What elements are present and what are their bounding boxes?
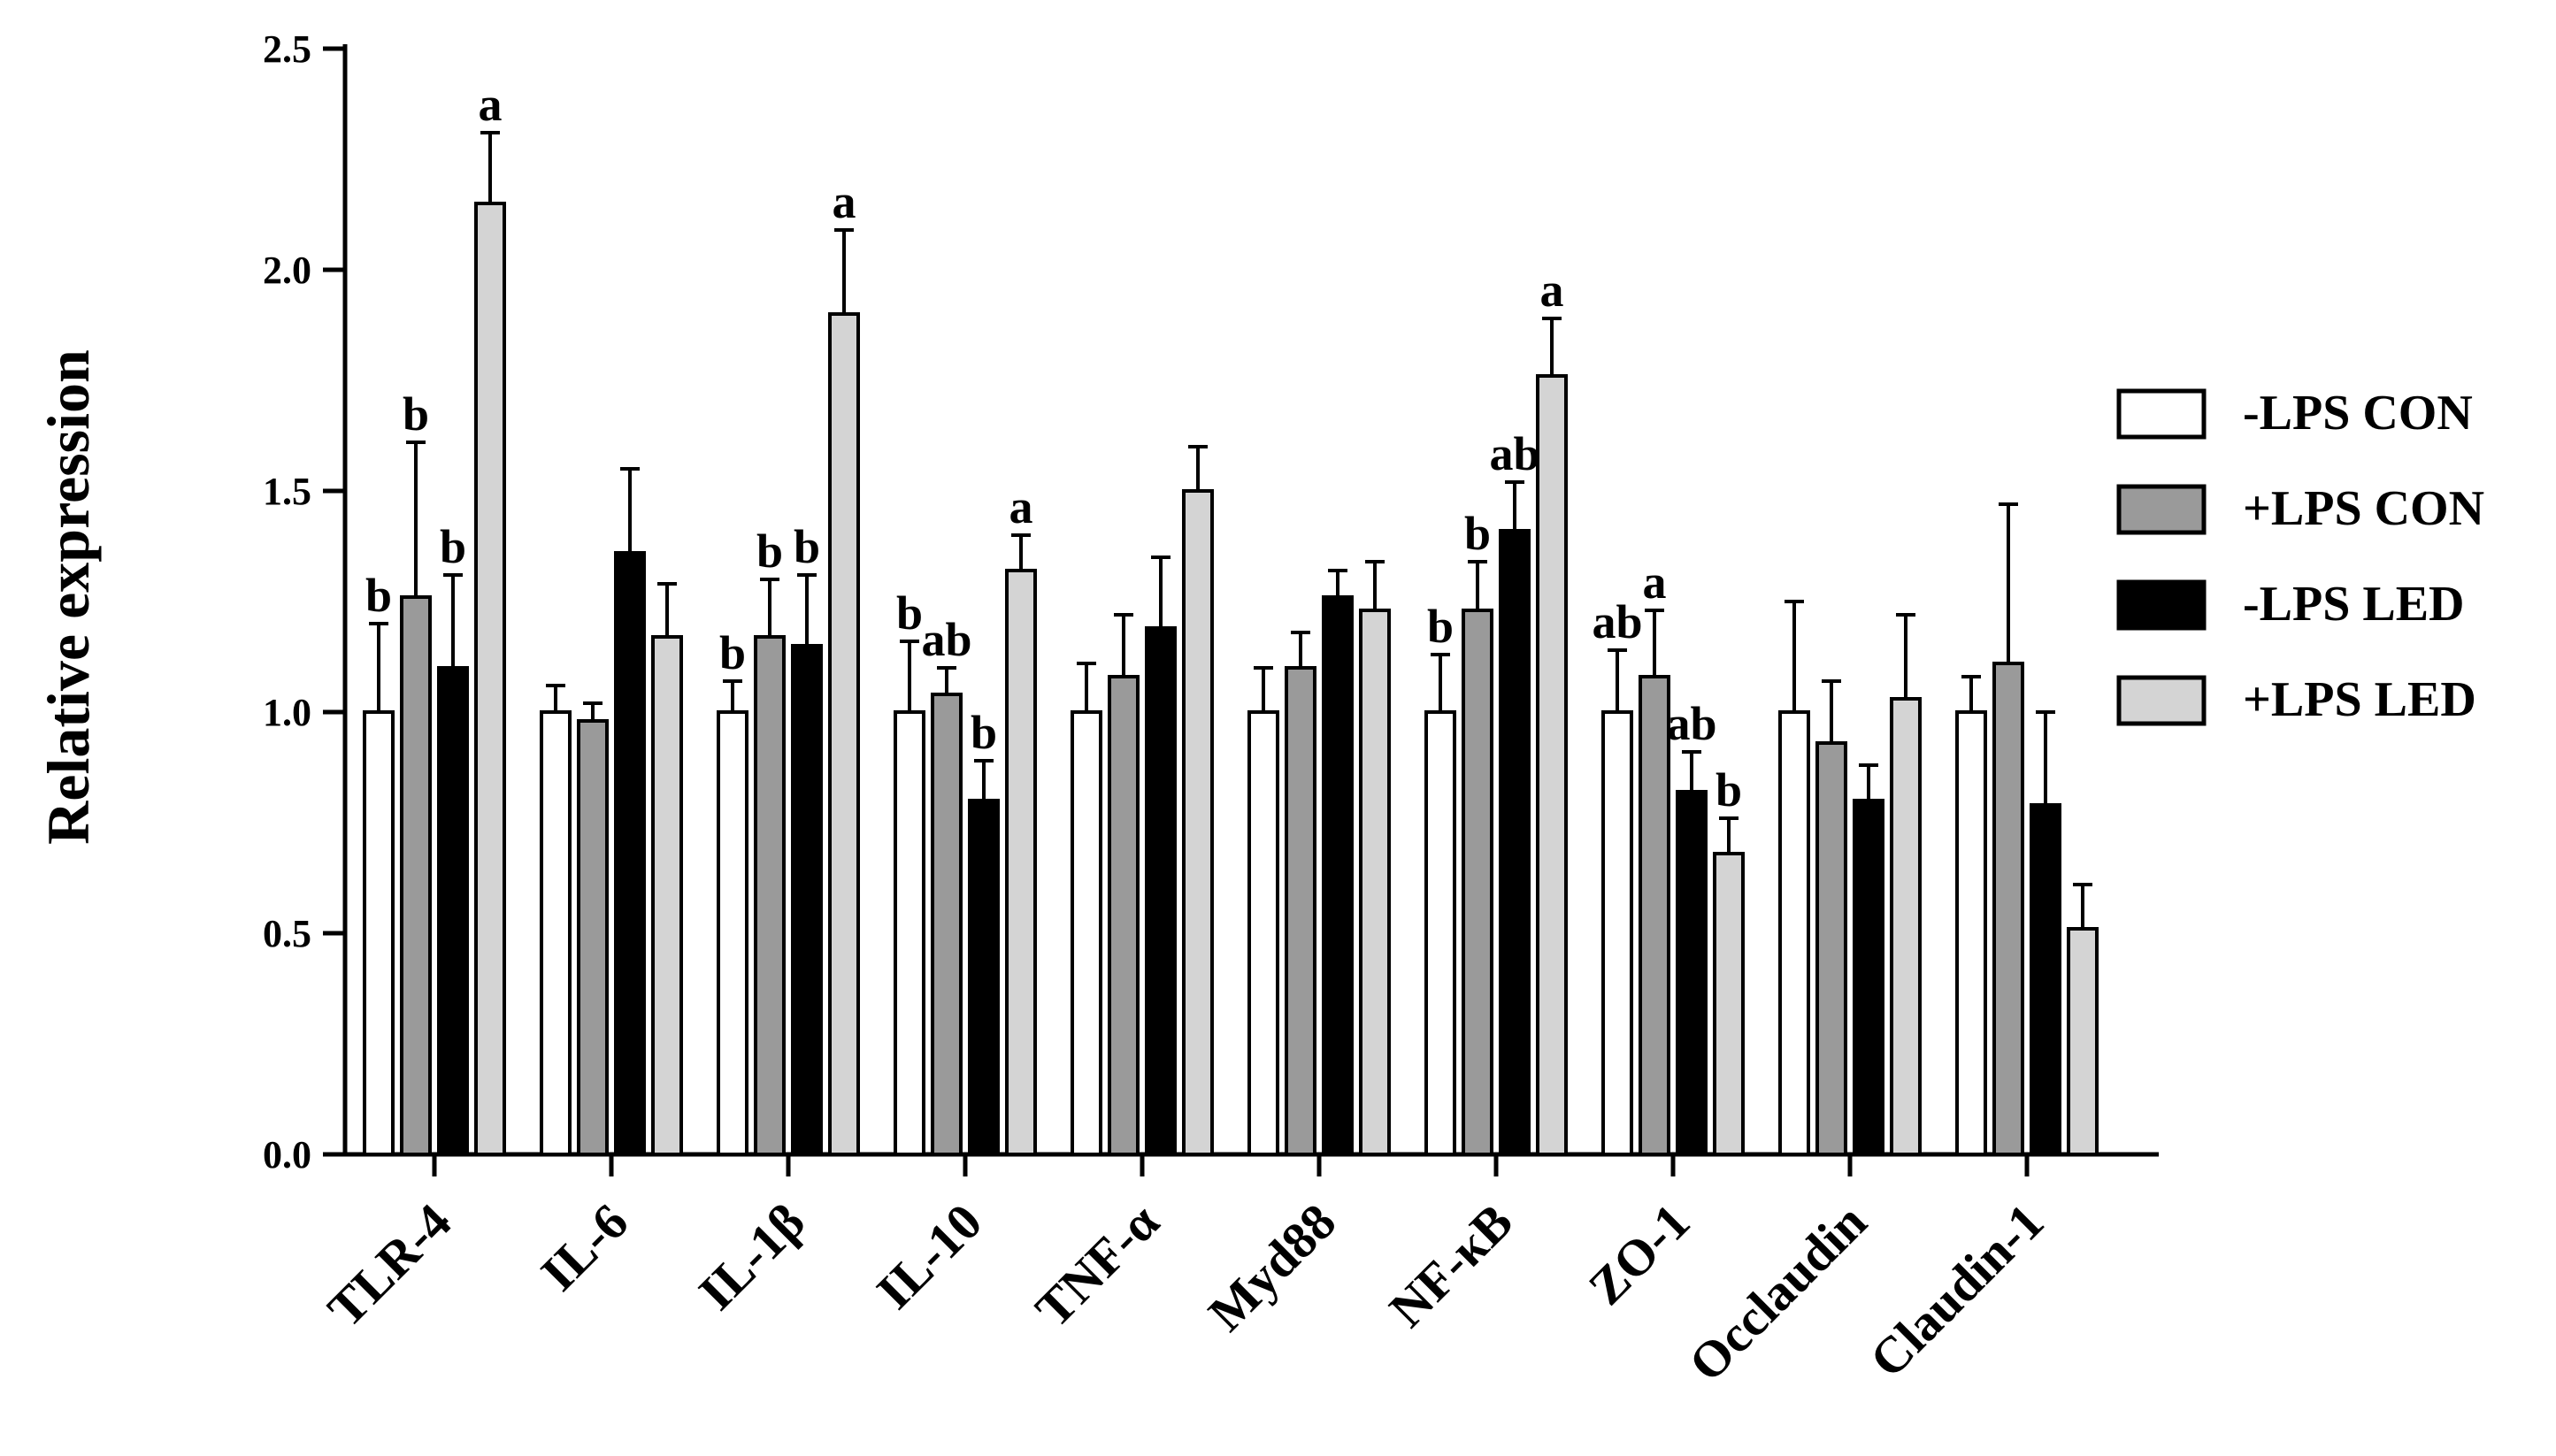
significance-label: a <box>1540 264 1564 317</box>
bar <box>894 710 925 1156</box>
bar <box>717 710 748 1156</box>
significance-label: b <box>719 626 746 679</box>
bar <box>791 644 823 1156</box>
x-tick-label: NF-κB <box>1378 1192 1524 1337</box>
legend-label: -LPS CON <box>2243 386 2473 441</box>
x-tick-label: Myd88 <box>1197 1192 1347 1342</box>
bar <box>437 666 469 1156</box>
significance-label: b <box>1427 600 1454 653</box>
bar <box>1890 697 1922 1156</box>
bar <box>1992 662 2024 1156</box>
bar <box>1778 710 1810 1156</box>
significance-label: b <box>971 706 997 759</box>
legend-swatch <box>2116 388 2207 440</box>
legend-label: -LPS LED <box>2243 577 2465 632</box>
legend-label: +LPS LED <box>2243 672 2476 727</box>
bar <box>1601 710 1633 1156</box>
y-tick-label: 2.5 <box>263 27 311 71</box>
legend-swatch <box>2116 484 2207 535</box>
bar <box>1145 626 1177 1156</box>
significance-label: b <box>794 520 820 573</box>
significance-label: b <box>403 387 429 441</box>
bar <box>1108 675 1140 1156</box>
bar <box>1815 741 1847 1156</box>
bar <box>1499 529 1531 1156</box>
significance-label: b <box>1716 763 1742 816</box>
significance-label: b <box>440 520 466 573</box>
bar <box>577 719 609 1156</box>
significance-label: a <box>1009 480 1033 533</box>
bar <box>828 312 860 1156</box>
bar <box>1071 710 1102 1156</box>
bar <box>754 635 786 1156</box>
legend-swatch <box>2116 675 2207 726</box>
bar <box>1462 609 1493 1156</box>
x-tick-label: Claudin-1 <box>1859 1192 2054 1388</box>
bar <box>2030 803 2061 1156</box>
significance-label: ab <box>1489 427 1539 480</box>
significance-label: ab <box>1592 595 1642 648</box>
bar <box>931 693 963 1156</box>
significance-label: b <box>1464 507 1491 560</box>
bar <box>1853 799 1884 1156</box>
legend-swatch <box>2116 579 2207 631</box>
legend: -LPS CON +LPS CON -LPS LED +LPS LED <box>2116 386 2484 727</box>
bar <box>1005 569 1037 1156</box>
x-tick-label: Occlaudin <box>1677 1192 1877 1392</box>
y-tick-label: 2.0 <box>263 249 311 292</box>
bar <box>540 710 572 1156</box>
significance-label: b <box>756 525 783 578</box>
x-tick-label: TLR-4 <box>317 1192 462 1337</box>
significance-label: ab <box>921 613 971 666</box>
bar <box>1247 710 1279 1156</box>
bar <box>1536 374 1568 1156</box>
y-tick-label: 0.5 <box>263 912 311 955</box>
bar <box>1955 710 1987 1156</box>
bar <box>1322 595 1354 1156</box>
bar <box>2067 927 2099 1156</box>
y-tick-label: 0.0 <box>263 1133 311 1176</box>
bar <box>400 595 432 1156</box>
significance-label: a <box>1643 556 1667 609</box>
x-tick-label: TNF-α <box>1025 1192 1171 1338</box>
bar <box>1285 666 1316 1156</box>
bars <box>363 131 2099 1156</box>
bar <box>651 635 683 1156</box>
x-tick-label: IL-10 <box>865 1192 993 1320</box>
x-tick-label: IL-6 <box>530 1192 639 1301</box>
bar <box>1639 675 1670 1156</box>
bar <box>968 799 1000 1156</box>
x-category-labels: TLR-4 IL-6 IL-1β IL-10 TNF-α Myd88 NF-κB ZO-1Oc… <box>317 1154 2054 1392</box>
y-tick-label: 1.0 <box>263 691 311 734</box>
bar <box>1359 609 1391 1156</box>
significance-label: b <box>896 586 923 640</box>
bar <box>363 710 395 1156</box>
significance-label: a <box>833 175 856 228</box>
significance-label: b <box>365 569 392 622</box>
significance-label: a <box>479 78 503 131</box>
y-axis-title: Relative expression <box>35 349 102 845</box>
bar <box>474 202 506 1156</box>
y-ticks: 0.0 0.5 1.0 1.5 2.0 2.5 <box>263 27 345 1176</box>
bar <box>1182 489 1214 1156</box>
y-tick-label: 1.5 <box>263 470 311 513</box>
bar <box>1424 710 1456 1156</box>
bar <box>1713 852 1745 1156</box>
bar <box>1676 790 1708 1156</box>
x-tick-label: IL-1β <box>687 1192 816 1321</box>
bar <box>614 551 646 1156</box>
legend-label: +LPS CON <box>2243 481 2484 536</box>
significance-label: ab <box>1666 697 1716 750</box>
x-tick-label: ZO-1 <box>1577 1192 1700 1315</box>
